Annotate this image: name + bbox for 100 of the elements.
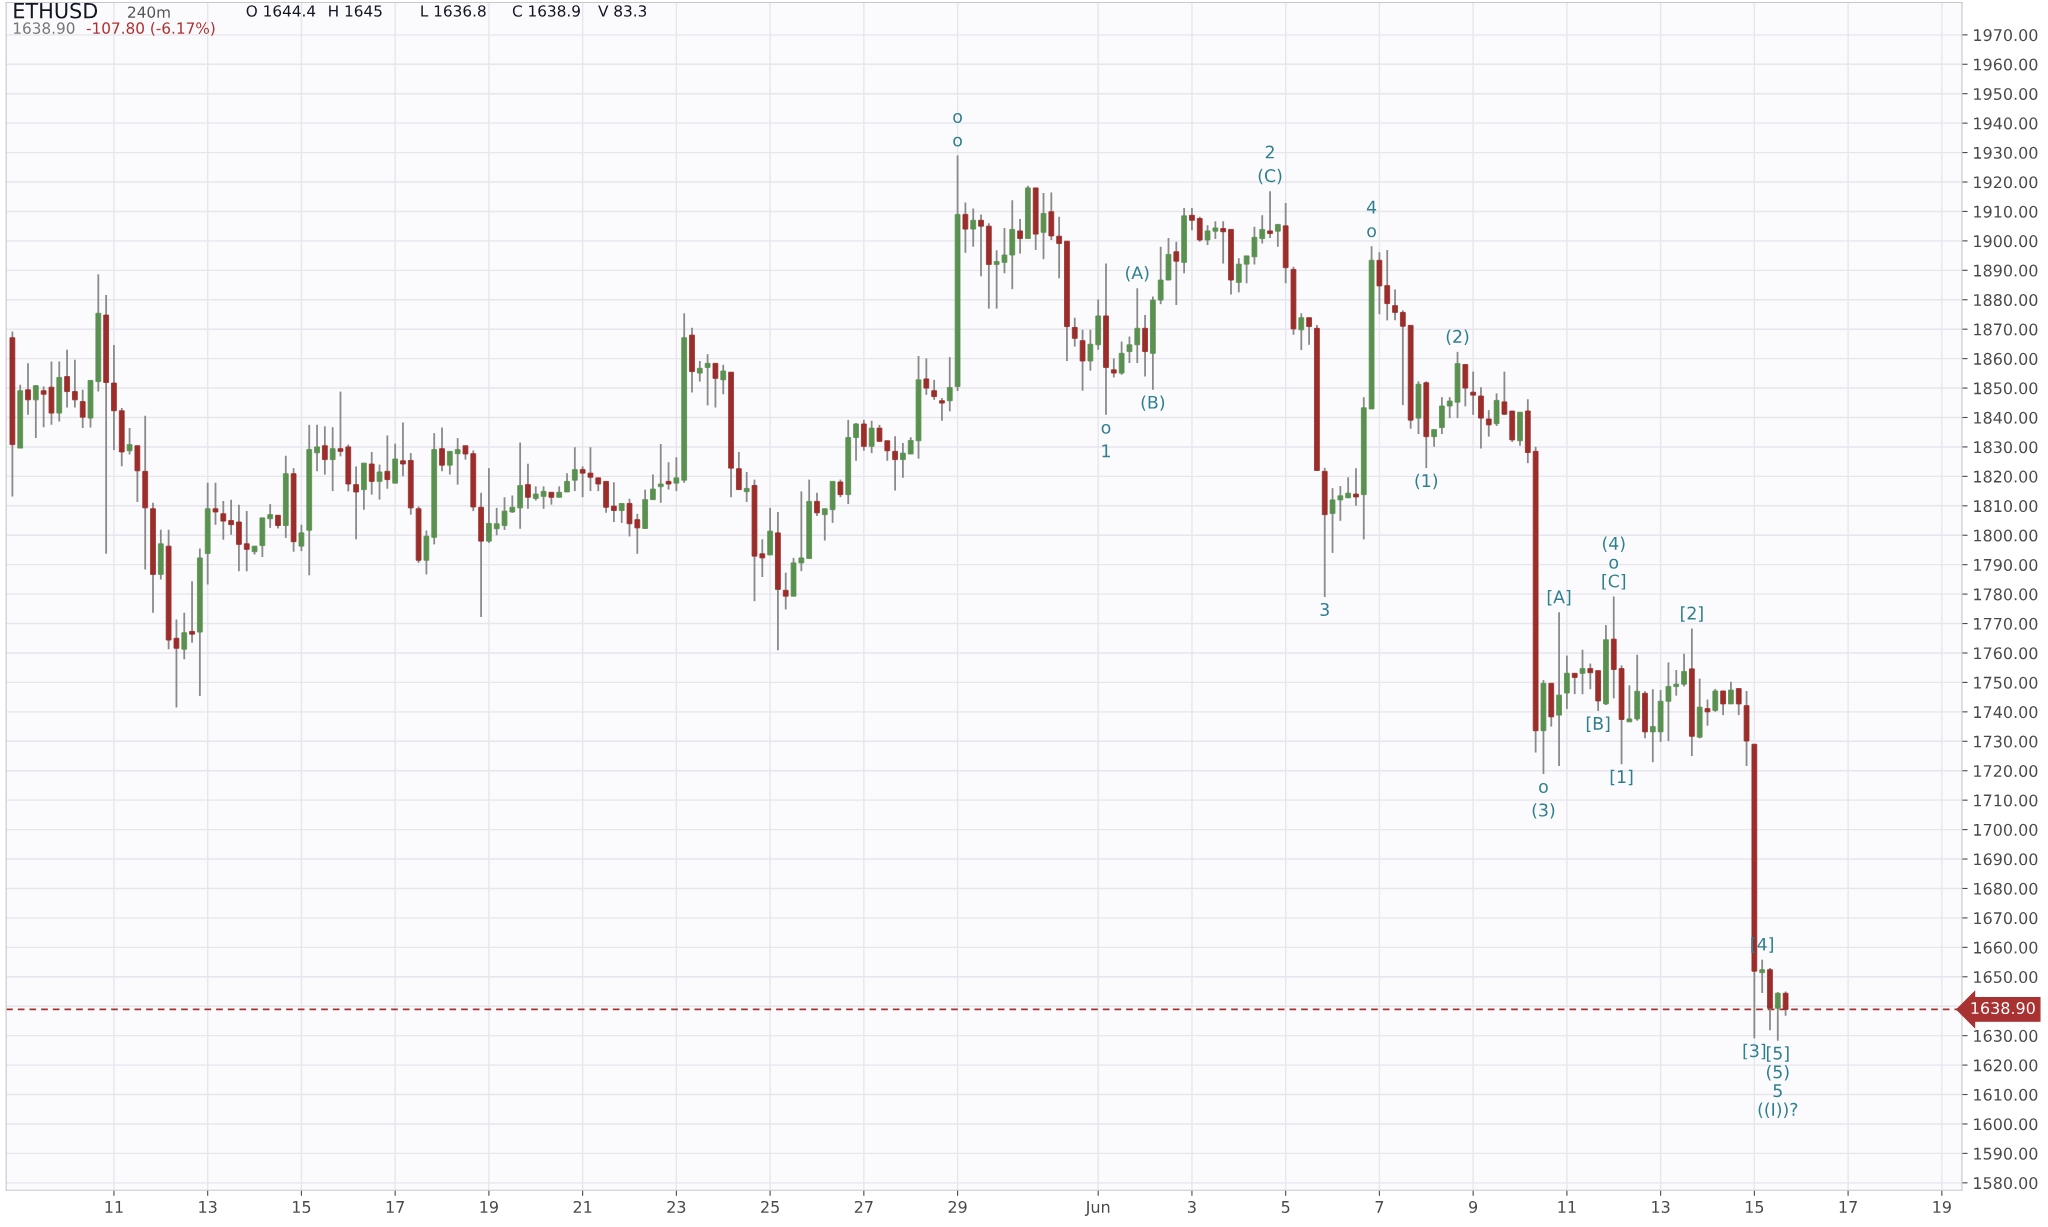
y-tick-label: 1610.00 xyxy=(1974,1088,2038,1101)
y-tick-label: 1920.00 xyxy=(1974,176,2038,189)
x-tick-label: 19 xyxy=(480,1200,498,1213)
y-tick-label: 1820.00 xyxy=(1974,470,2038,483)
annotation: [A] xyxy=(1547,590,1571,606)
candlestick xyxy=(322,425,328,476)
candlestick xyxy=(400,421,406,478)
candlestick xyxy=(892,435,898,492)
candlestick xyxy=(454,437,461,486)
y-tick-label: 1830.00 xyxy=(1974,441,2038,454)
candlestick xyxy=(782,571,789,611)
candlestick xyxy=(447,450,453,476)
annotation: (A) xyxy=(1126,265,1149,282)
candlestick xyxy=(1079,328,1086,392)
candlestick xyxy=(1298,312,1305,351)
y-tick-label: 1790.00 xyxy=(1974,558,2038,571)
candlestick xyxy=(32,384,39,440)
candlestick xyxy=(1493,392,1500,427)
candlestick xyxy=(486,467,492,544)
y-tick-label: 1700.00 xyxy=(1974,823,2038,836)
candlestick xyxy=(861,418,867,452)
candlestick xyxy=(1564,654,1570,710)
candlestick xyxy=(25,362,31,416)
annotation: (3) xyxy=(1532,803,1555,819)
candlestick xyxy=(1017,218,1023,255)
annotation: (1) xyxy=(1415,473,1438,490)
candlestick xyxy=(1392,288,1398,322)
annotation: (4) o [C] xyxy=(1602,536,1626,590)
y-tick-label: 1840.00 xyxy=(1974,411,2038,424)
candlestick xyxy=(1384,249,1391,322)
candlestick xyxy=(439,426,445,473)
candlestick xyxy=(962,201,969,254)
candlestick xyxy=(1110,357,1117,379)
candlestick xyxy=(368,451,375,496)
y-tick-label: 1730.00 xyxy=(1974,735,2038,748)
candlestick xyxy=(696,360,703,383)
candlestick xyxy=(1275,223,1281,248)
candlestick xyxy=(1782,990,1789,1017)
y-tick-label: 1670.00 xyxy=(1974,912,2038,925)
candlestick xyxy=(978,213,984,278)
annotation: V 83.3 xyxy=(598,5,647,17)
candlestick xyxy=(868,419,875,455)
y-tick-label: 1690.00 xyxy=(1974,853,2038,866)
y-tick-label: 1630.00 xyxy=(1974,1029,2038,1042)
candlestick xyxy=(1579,648,1586,696)
annotation: C 1638.9 xyxy=(512,5,580,17)
annotation: o xyxy=(1367,227,1376,238)
y-tick-label: 1960.00 xyxy=(1974,58,2038,71)
candlestick xyxy=(814,491,820,518)
candlestick xyxy=(1235,257,1242,294)
candlestick xyxy=(1470,370,1476,416)
candlestick xyxy=(1439,396,1445,435)
annotation: (C) xyxy=(1258,168,1282,185)
candlestick xyxy=(571,446,578,492)
candlestick xyxy=(1345,476,1351,499)
annotation: [3] xyxy=(1743,1043,1766,1060)
candlestick xyxy=(298,523,305,553)
x-tick-label: 3 xyxy=(1188,1200,1196,1213)
candlestick xyxy=(72,358,78,409)
x-tick-label: 27 xyxy=(854,1200,873,1213)
y-tick-label: 1770.00 xyxy=(1974,617,2038,630)
y-tick-label: 1850.00 xyxy=(1974,382,2038,395)
candlestick xyxy=(1720,690,1726,717)
candlestick xyxy=(525,462,531,510)
candlestick xyxy=(189,580,195,644)
y-tick-label: 1720.00 xyxy=(1974,764,2038,778)
y-tick-label: 1800.00 xyxy=(1974,529,2038,542)
candlestick xyxy=(181,611,188,661)
candlestick xyxy=(1759,958,1766,994)
candlestick xyxy=(1056,215,1062,280)
candlestick xyxy=(1649,688,1656,764)
candlestick xyxy=(1259,214,1266,245)
x-tick-label: 23 xyxy=(667,1200,686,1213)
candlestick xyxy=(970,207,977,248)
annotation: o xyxy=(1101,423,1111,434)
candlestick xyxy=(704,353,711,407)
candlestick xyxy=(1501,370,1508,416)
candlestick xyxy=(1189,207,1195,232)
y-tick-label: 1870.00 xyxy=(1974,323,2038,336)
annotation: 2 xyxy=(1265,145,1274,159)
candlestick xyxy=(1087,328,1094,372)
candlestick xyxy=(228,498,234,536)
y-tick-label: 1910.00 xyxy=(1974,205,2038,218)
candlestick xyxy=(939,397,945,422)
candlestick xyxy=(712,362,719,409)
candlestick xyxy=(329,426,336,492)
candlestick xyxy=(1681,652,1687,688)
y-tick-label: 1780.00 xyxy=(1974,588,2038,601)
candlestick xyxy=(314,423,320,473)
candlestick xyxy=(1220,220,1227,265)
candlestick xyxy=(1196,215,1203,243)
y-tick-label: 1710.00 xyxy=(1974,794,2038,807)
annotation: [B] xyxy=(1586,716,1610,733)
candlestick xyxy=(650,473,656,501)
candlestick xyxy=(767,506,773,556)
candlestick xyxy=(946,356,953,413)
candlestick xyxy=(853,422,859,462)
y-tick-label: 1890.00 xyxy=(1974,264,2038,277)
candlestick xyxy=(900,442,906,479)
x-tick-label: 13 xyxy=(199,1200,217,1213)
